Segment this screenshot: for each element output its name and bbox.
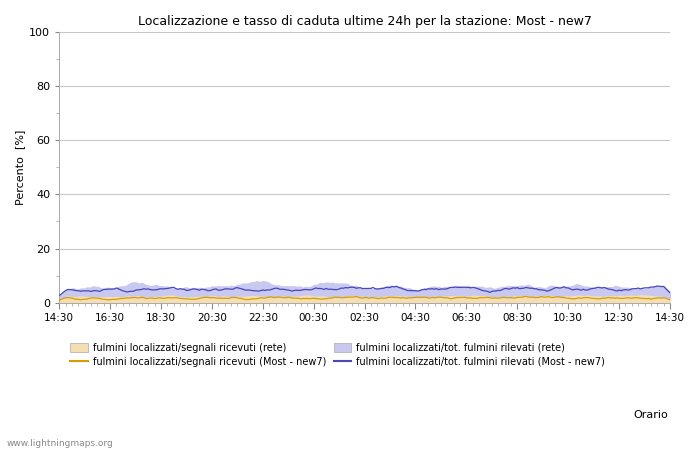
Title: Localizzazione e tasso di caduta ultime 24h per la stazione: Most - new7: Localizzazione e tasso di caduta ultime …	[138, 15, 591, 28]
Legend: fulmini localizzati/segnali ricevuti (rete), fulmini localizzati/segnali ricevut: fulmini localizzati/segnali ricevuti (re…	[70, 343, 605, 367]
Y-axis label: Percento  [%]: Percento [%]	[15, 130, 25, 205]
Text: Orario: Orario	[634, 410, 668, 420]
Text: www.lightningmaps.org: www.lightningmaps.org	[7, 439, 113, 448]
